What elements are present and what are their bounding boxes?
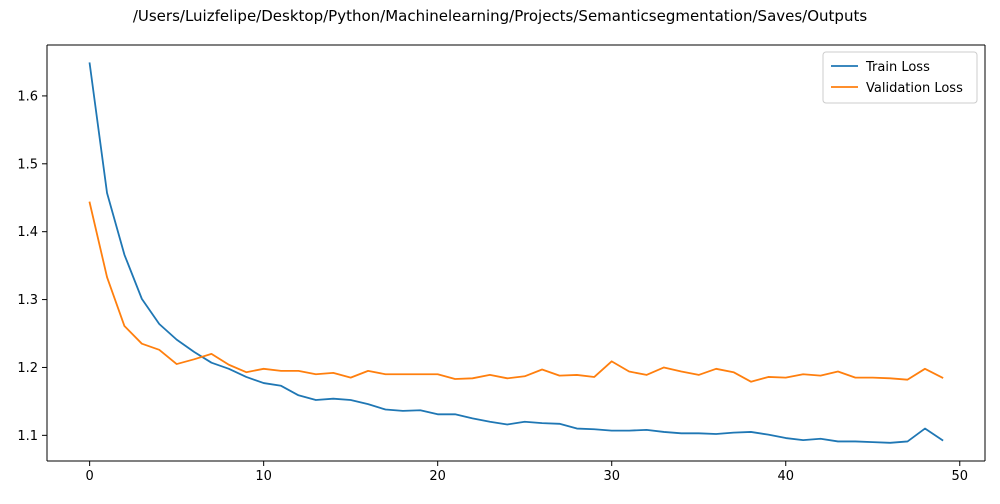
x-tick-label: 40: [777, 469, 794, 484]
x-tick-label: 10: [255, 469, 272, 484]
y-tick-label: 1.6: [17, 89, 38, 104]
legend-label-0: Train Loss: [865, 60, 930, 75]
chart-title: /Users/Luizfelipe/Desktop/Python/Machine…: [132, 7, 868, 25]
x-tick-label: 30: [603, 469, 620, 484]
x-tick-label: 50: [951, 469, 968, 484]
x-tick-label: 0: [85, 469, 93, 484]
y-tick-label: 1.2: [17, 361, 38, 376]
legend-label-1: Validation Loss: [866, 81, 963, 96]
x-tick-label: 20: [429, 469, 446, 484]
y-tick-label: 1.4: [17, 225, 38, 240]
y-tick-label: 1.5: [17, 157, 38, 172]
y-tick-label: 1.3: [17, 293, 38, 308]
series-line-0: [88, 62, 944, 444]
y-tick-label: 1.1: [17, 429, 38, 444]
series-line-1: [88, 201, 944, 383]
plot-area: [47, 45, 985, 461]
legend-box: [822, 51, 978, 104]
